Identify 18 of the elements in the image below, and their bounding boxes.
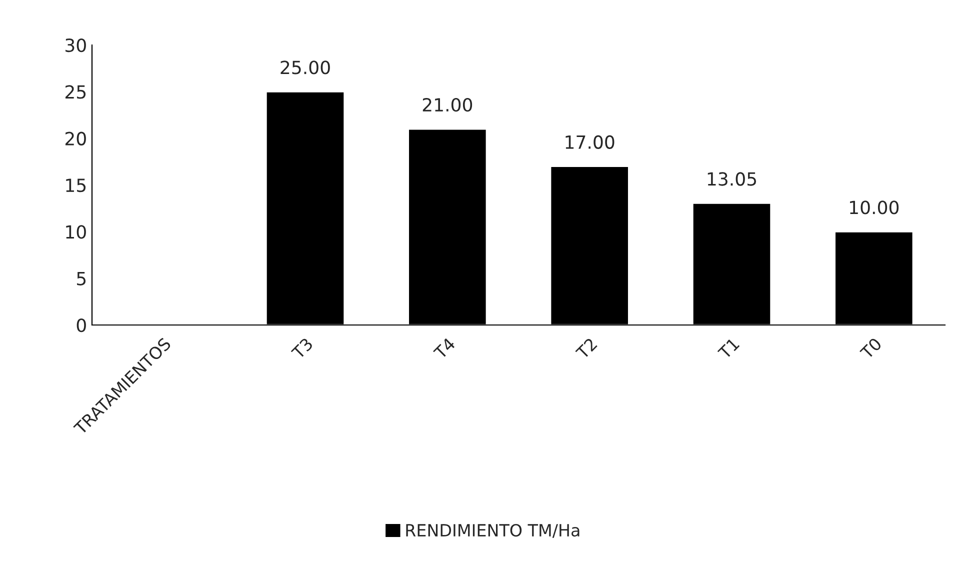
y-tick-label: 5: [77, 272, 86, 286]
y-tick-label: 30: [66, 38, 86, 52]
text: 25.00: [280, 60, 330, 74]
x-tick-label: T4: [433, 337, 456, 360]
y-tick-label: 20: [65, 132, 86, 146]
legend-label: RENDIMIENTO TM/Ha: [406, 524, 580, 538]
text: 17.00: [566, 135, 614, 149]
y-tick-label: 15: [66, 178, 86, 192]
y-tick-label: 0: [76, 318, 86, 332]
x-tick-label: T3: [290, 337, 314, 360]
x-tick-label: T0: [859, 337, 882, 360]
y-tick-label: 25: [65, 85, 86, 99]
x-tick-label: T2: [575, 338, 598, 360]
y-tick-label: 10: [66, 225, 86, 239]
text: 13.05: [708, 172, 756, 186]
x-tick-label: T1: [717, 338, 740, 360]
text: 10.00: [850, 200, 899, 214]
text: 21.00: [422, 98, 472, 112]
